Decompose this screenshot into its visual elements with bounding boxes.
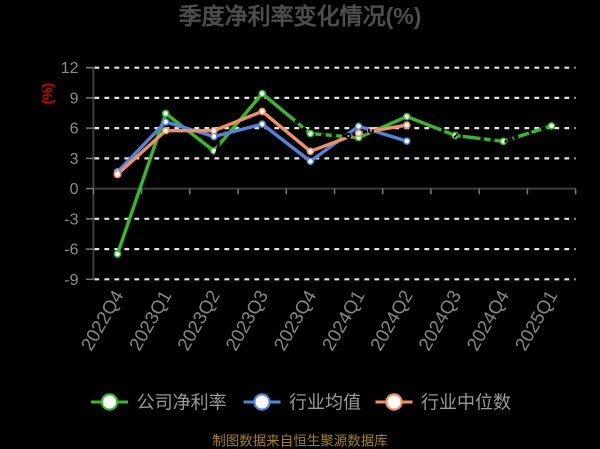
svg-text:季度净利率变化情况(%): 季度净利率变化情况(%) bbox=[179, 3, 422, 29]
svg-text:公司净利率: 公司净利率 bbox=[137, 393, 227, 413]
svg-text:6: 6 bbox=[70, 121, 79, 138]
svg-text:行业中位数: 行业中位数 bbox=[421, 393, 511, 413]
svg-text:9: 9 bbox=[70, 90, 79, 107]
svg-text:12: 12 bbox=[61, 60, 79, 77]
svg-text:行业均值: 行业均值 bbox=[289, 393, 361, 413]
svg-text:(%): (%) bbox=[40, 83, 55, 104]
svg-text:-3: -3 bbox=[64, 211, 78, 228]
svg-text:-6: -6 bbox=[64, 242, 78, 259]
svg-text:3: 3 bbox=[70, 151, 79, 168]
svg-text:制图数据来自恒生聚源数据库: 制图数据来自恒生聚源数据库 bbox=[212, 434, 388, 449]
svg-text:-9: -9 bbox=[64, 272, 78, 289]
svg-text:0: 0 bbox=[70, 181, 79, 198]
